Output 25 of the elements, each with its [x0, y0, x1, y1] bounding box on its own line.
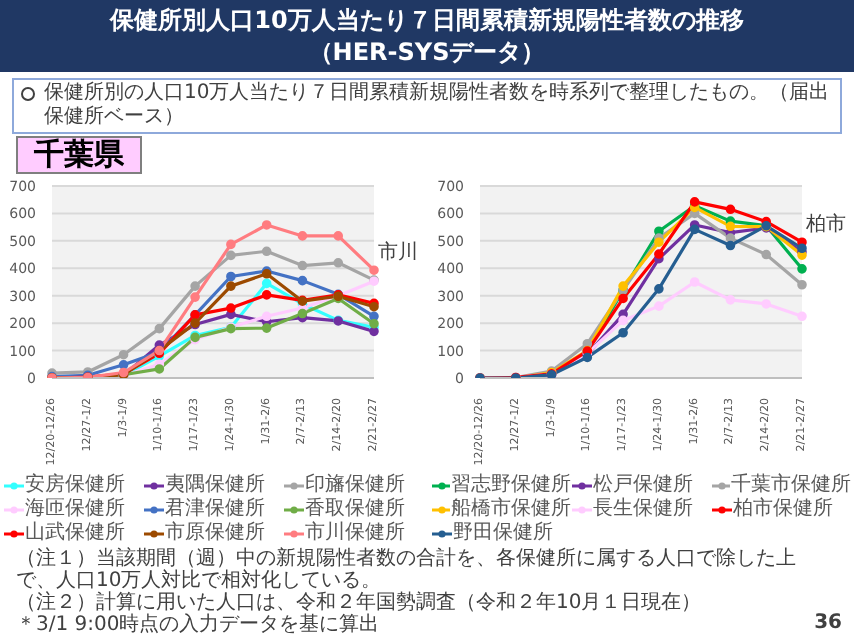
legend-label: 市川保健所	[305, 522, 405, 544]
legend-label: 船橋市保健所	[451, 498, 571, 520]
legend-label: 長生保健所	[593, 498, 693, 520]
legend-label: 市原保健所	[165, 522, 265, 544]
annotation: 市川	[378, 240, 418, 265]
text: ＊3/1 9:00時点の入力データを基に算出	[16, 614, 382, 636]
legend-label: 印旛保健所	[305, 474, 405, 496]
text: 千葉県	[16, 136, 142, 174]
annotation: 柏市	[804, 212, 846, 237]
text: （注１）当該期間（週）中の新規陽性者数の合計を、各保健所に属する人口で除した上で、人口10万人対比で相対化している。	[16, 548, 796, 592]
legend-label: 千葉市保健所	[731, 474, 851, 496]
legend-label: 君津保健所	[165, 498, 265, 520]
text: 保健所別の人口10万人当たり７日間累積新規陽性者数を時系列で整理したもの。（届出保健所ベース）	[44, 82, 832, 130]
legend-label: 野田保健所	[453, 522, 553, 544]
text: 36	[814, 612, 842, 634]
legend-label: 海匝保健所	[25, 498, 125, 520]
legend-label: 習志野保健所	[451, 474, 571, 496]
text: 保健所別人口10万人当たり７日間累積新規陽性者数の推移（HER-SYSデータ）	[107, 4, 746, 68]
legend-label: 松戸保健所	[593, 474, 693, 496]
legend-label: 山武保健所	[25, 522, 125, 544]
legend-label: 香取保健所	[305, 498, 405, 520]
legend-label: 夷隅保健所	[165, 474, 265, 496]
text: （注２）計算に用いた人口は、令和２年国勢調査（令和２年10月１日現在）	[16, 592, 704, 614]
legend-label: 安房保健所	[25, 474, 125, 496]
legend-label: 柏市保健所	[733, 498, 833, 520]
